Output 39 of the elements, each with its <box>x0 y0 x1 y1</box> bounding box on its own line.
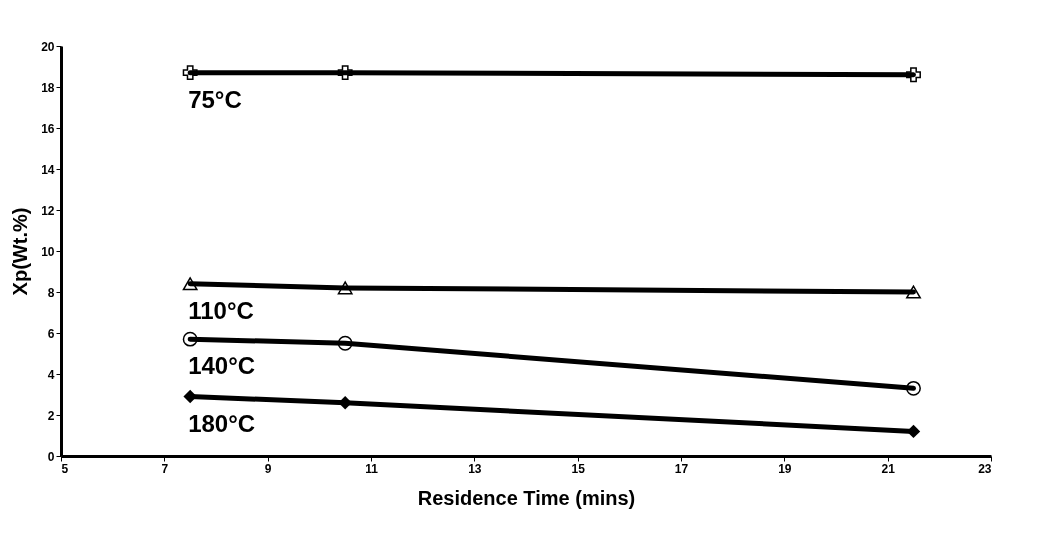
point <box>182 65 198 81</box>
y-tick-label: 6 <box>47 326 55 341</box>
y-tick-label: 4 <box>47 367 55 382</box>
x-tick-label: 19 <box>778 461 792 476</box>
x-tick-label: 5 <box>61 461 69 476</box>
series-label: 140°C <box>188 352 256 380</box>
x-axis-title: Residence Time (mins) <box>417 486 636 509</box>
y-tick-label: 10 <box>41 244 55 259</box>
point <box>906 285 921 299</box>
x-tick-label: 9 <box>264 461 272 476</box>
point <box>337 335 353 351</box>
y-tick-label: 18 <box>41 80 55 95</box>
y-axis-title: Xp(Wt.%) <box>9 207 32 296</box>
series-label: 180°C <box>188 409 256 437</box>
y-tick-label: 12 <box>41 203 55 218</box>
y-tick-label: 20 <box>41 39 55 54</box>
y-tick-label: 14 <box>41 162 55 177</box>
point <box>906 380 921 396</box>
point <box>338 395 352 410</box>
y-tick-label: 2 <box>47 408 55 423</box>
x-tick-label: 13 <box>468 461 482 476</box>
point <box>182 277 198 291</box>
y-tick-label: 8 <box>47 285 55 300</box>
x-tick-label: 23 <box>978 461 992 476</box>
series-label: 75°C <box>188 85 242 113</box>
point <box>182 331 198 347</box>
y-tick-label: 0 <box>47 449 55 464</box>
x-tick-label: 7 <box>161 461 169 476</box>
point <box>183 389 197 404</box>
x-tick-label: 21 <box>881 461 896 476</box>
y-tick-label: 16 <box>41 121 55 136</box>
x-tick-label: 11 <box>365 461 379 476</box>
point <box>337 281 353 295</box>
series-label: 110°C <box>188 296 254 324</box>
x-tick-label: 17 <box>674 461 689 476</box>
x-tick-label: 15 <box>571 461 586 476</box>
point <box>337 65 353 81</box>
point <box>906 67 921 83</box>
point <box>906 424 921 439</box>
